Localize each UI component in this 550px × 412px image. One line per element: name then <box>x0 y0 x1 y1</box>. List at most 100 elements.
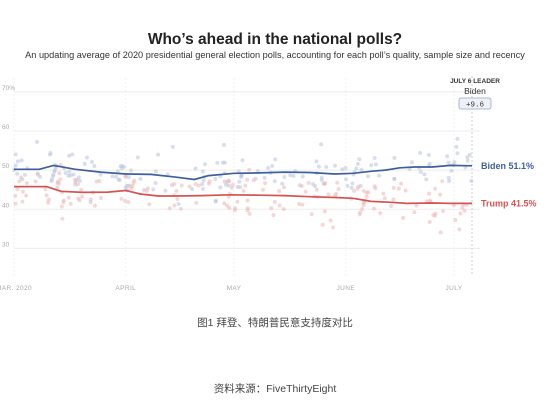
poll-dot <box>422 172 427 177</box>
poll-dot <box>46 200 51 205</box>
poll-dot <box>247 211 252 216</box>
poll-dot <box>118 164 123 169</box>
poll-dot <box>303 189 308 194</box>
poll-dot <box>119 196 124 201</box>
poll-dot <box>49 177 54 182</box>
poll-dot <box>13 201 18 206</box>
poll-dot <box>319 142 324 147</box>
poll-dot <box>34 139 39 144</box>
grid-lines <box>13 76 480 278</box>
poll-dot <box>207 179 212 184</box>
poll-dot <box>272 179 277 184</box>
poll-dot <box>269 206 274 211</box>
poll-dot <box>440 179 445 184</box>
poll-dot <box>277 203 282 208</box>
poll-dot <box>426 153 431 158</box>
poll-dot <box>364 194 369 199</box>
poll-dot <box>221 142 226 147</box>
poll-dot <box>271 213 276 218</box>
poll-dot <box>355 161 360 166</box>
poll-dot <box>172 203 177 208</box>
poll-dot <box>213 199 218 204</box>
poll-dot <box>163 188 168 193</box>
poll-dot <box>431 213 436 218</box>
poll-dot <box>280 181 285 186</box>
poll-dot <box>462 208 467 213</box>
poll-dot <box>153 169 158 174</box>
leader-name: Biden <box>464 86 486 96</box>
poll-dot <box>414 203 419 208</box>
poll-dot <box>262 176 267 181</box>
poll-dot <box>66 195 71 200</box>
poll-dot <box>465 158 470 163</box>
poll-dot <box>428 198 433 203</box>
x-tick-label: APRIL <box>115 285 136 292</box>
poll-dot <box>172 182 177 187</box>
poll-dot <box>17 179 22 184</box>
poll-dot <box>445 154 450 159</box>
poll-dot <box>343 177 348 182</box>
series-line-trump <box>14 185 472 205</box>
poll-dot <box>320 222 325 227</box>
poll-dot <box>272 199 277 204</box>
figure-caption: 图1 拜登、特朗普民意支持度对比 <box>197 317 353 329</box>
y-tick-label: 70% <box>2 85 15 92</box>
poll-dot <box>438 230 443 235</box>
poll-dot <box>369 163 374 168</box>
poll-dot <box>77 198 82 203</box>
poll-dot <box>455 136 460 141</box>
poll-dot <box>391 185 396 190</box>
poll-dot <box>300 174 305 179</box>
poll-dot <box>427 161 432 166</box>
poll-dot <box>138 176 143 181</box>
poll-dot <box>316 164 321 169</box>
poll-dot <box>24 193 29 198</box>
poll-dot <box>245 177 250 182</box>
poll-dot <box>89 159 94 164</box>
poll-dot <box>389 204 394 209</box>
poll-dot <box>73 177 78 182</box>
poll-dot <box>314 159 319 164</box>
poll-dot <box>222 201 227 206</box>
poll-dot <box>174 189 179 194</box>
poll-dot <box>354 166 359 171</box>
poll-dot <box>213 176 218 181</box>
poll-dot <box>243 183 248 188</box>
poll-dot <box>251 178 256 183</box>
poll-dot <box>68 201 73 206</box>
poll-dot <box>343 166 348 171</box>
poll-dot <box>92 203 97 208</box>
poll-dot <box>282 185 287 190</box>
poll-dot <box>230 182 235 187</box>
chart-figure: Who’s ahead in the national polls? An up… <box>0 31 537 292</box>
poll-dot <box>281 207 286 212</box>
poll-dot <box>15 171 20 176</box>
poll-dot <box>76 175 81 180</box>
poll-dot <box>277 189 282 194</box>
poll-dot <box>151 187 156 192</box>
poll-dot <box>222 160 227 165</box>
poll-dot <box>438 192 443 197</box>
poll-dot <box>80 194 85 199</box>
poll-dot <box>235 184 240 189</box>
y-tick-label: 40 <box>2 202 10 209</box>
poll-dot <box>67 169 72 174</box>
poll-dot <box>314 187 319 192</box>
poll-dot <box>236 169 241 174</box>
y-tick-label: 30 <box>2 241 10 248</box>
poll-dot <box>48 150 53 155</box>
poll-dot <box>319 175 324 180</box>
leader-margin: +9.6 <box>466 102 485 110</box>
poll-dot <box>427 191 432 196</box>
poll-dot <box>391 197 396 202</box>
poll-dot <box>135 155 140 160</box>
poll-dot <box>237 179 242 184</box>
poll-dot <box>156 152 161 157</box>
poll-dot <box>57 171 62 176</box>
poll-dot <box>455 151 460 156</box>
poll-dot <box>179 183 184 188</box>
poll-dot <box>194 200 199 205</box>
poll-dot <box>147 202 152 207</box>
poll-dot <box>288 173 293 178</box>
poll-dot <box>452 160 457 165</box>
